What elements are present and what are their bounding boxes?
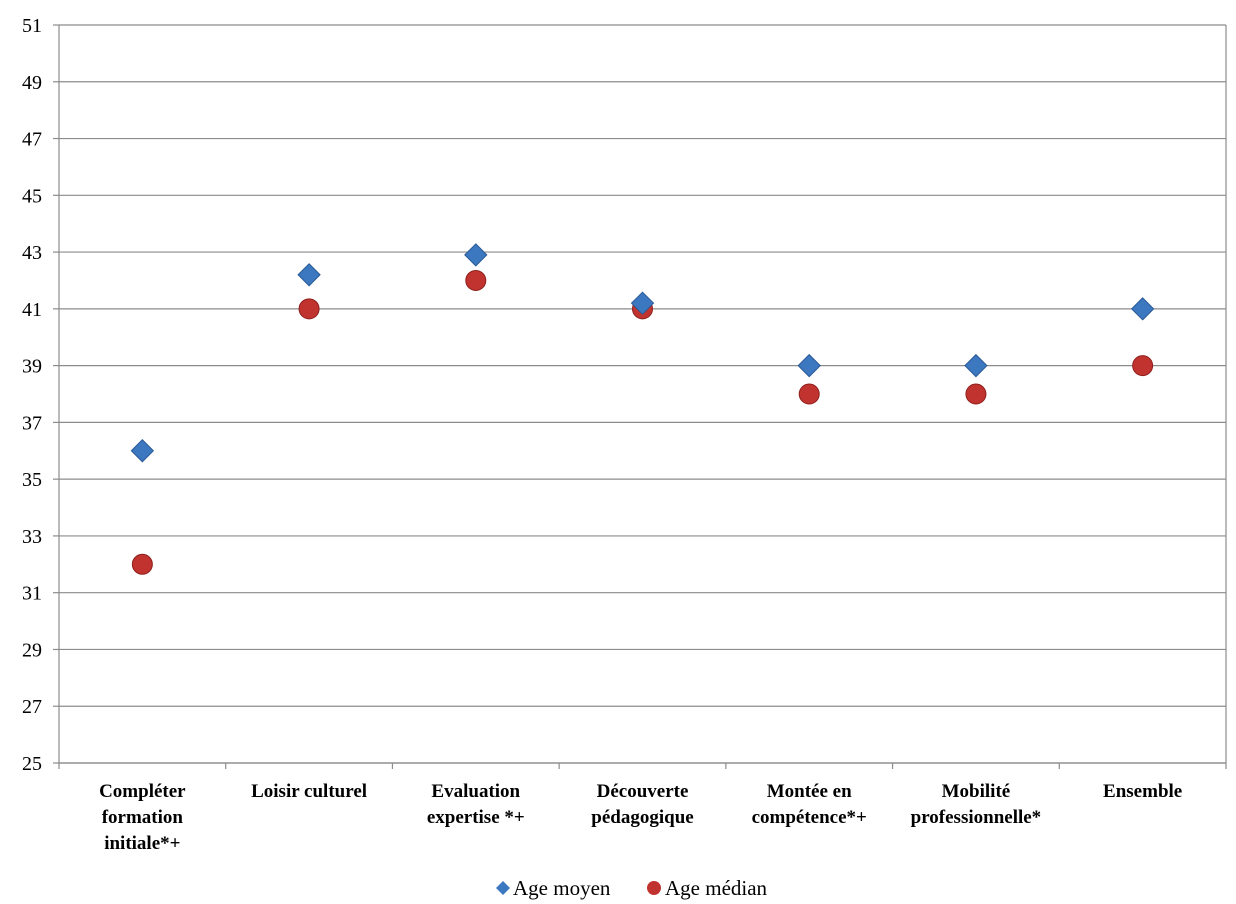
- legend-diamond-marker: [496, 881, 510, 895]
- data-marks: [130, 243, 1155, 575]
- point-age-median: [965, 383, 987, 405]
- y-axis: 25 27 29 31 33 35 37 39 41 43 45 47 49 51: [22, 15, 60, 775]
- legend-label-age-median: Age médian: [665, 876, 768, 900]
- x-axis: Compléter formation initiale*+ Loisir cultu…: [58, 762, 1227, 854]
- legend-item-age-moyen: Age moyen: [496, 876, 611, 900]
- legend-item-age-median: Age médian: [647, 876, 768, 900]
- y-tick-label: 41: [22, 299, 42, 321]
- point-age-moyen: [630, 291, 655, 315]
- category-label: Loisir culturel: [251, 781, 367, 802]
- y-tick-label: 31: [22, 583, 42, 605]
- category-label: Evaluation expertise *+: [427, 781, 525, 828]
- y-tick-label: 27: [22, 696, 42, 718]
- category-label: Découverte pédagogique: [591, 781, 693, 828]
- y-tick-label: 47: [22, 129, 42, 151]
- point-age-median: [1132, 355, 1154, 377]
- point-age-median: [131, 553, 153, 575]
- legend: Age moyen Age médian: [496, 876, 768, 900]
- y-tick-label: 35: [22, 469, 42, 491]
- point-age-median: [298, 298, 320, 320]
- legend-label-age-moyen: Age moyen: [513, 876, 611, 900]
- category-label: Compléter formation initiale*+: [99, 781, 186, 854]
- category-label: Mobilité professionnelle*: [911, 781, 1042, 828]
- y-tick-label: 37: [22, 412, 42, 434]
- point-age-moyen: [297, 263, 321, 287]
- point-age-moyen: [1130, 297, 1155, 321]
- legend-circle-marker: [647, 881, 661, 895]
- point-age-moyen: [464, 243, 488, 267]
- gridlines: [59, 24, 1227, 764]
- point-age-median: [465, 269, 487, 291]
- category-label: Ensemble: [1103, 781, 1182, 802]
- y-tick-label: 43: [22, 242, 42, 264]
- y-tick-label: 45: [22, 185, 42, 207]
- y-tick-label: 51: [22, 15, 42, 37]
- point-age-median: [798, 383, 820, 405]
- y-tick-label: 29: [22, 639, 42, 661]
- y-tick-label: 49: [22, 72, 42, 94]
- point-age-moyen: [797, 353, 821, 378]
- point-age-moyen: [964, 353, 988, 378]
- y-tick-label: 39: [22, 356, 42, 378]
- y-tick-label: 25: [22, 753, 42, 775]
- y-tick-label: 33: [22, 526, 42, 548]
- point-age-moyen: [130, 439, 155, 463]
- category-label: Montée en compétence*+: [752, 781, 867, 828]
